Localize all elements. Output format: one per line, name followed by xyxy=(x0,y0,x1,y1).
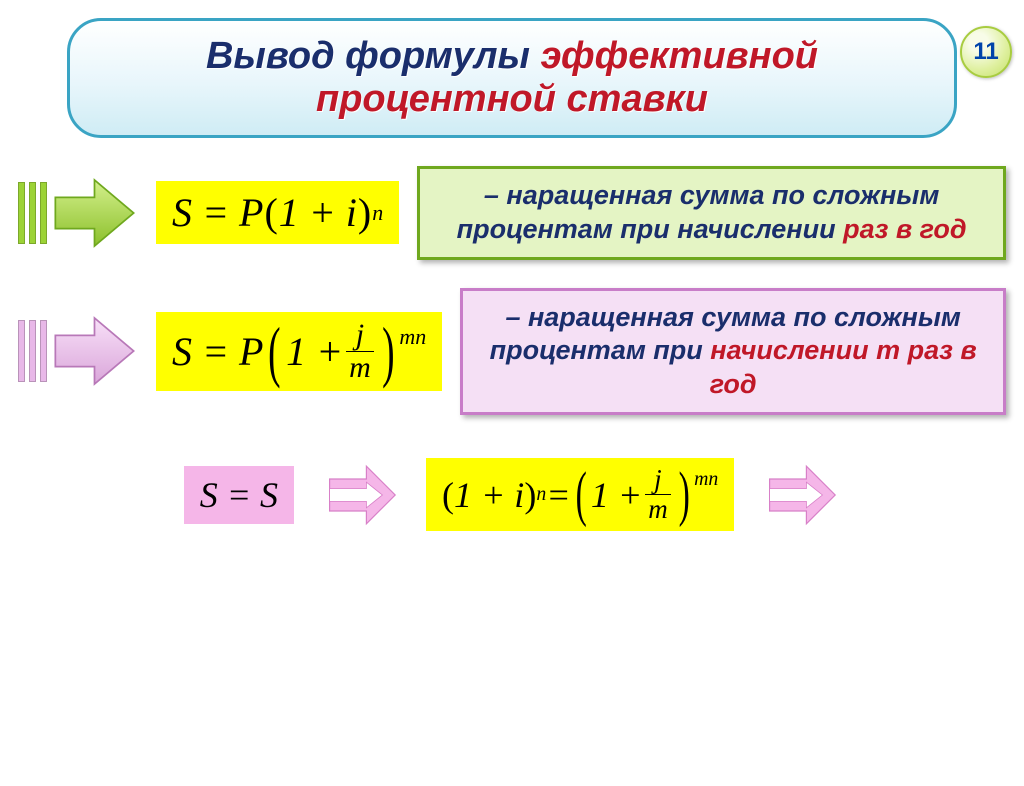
eq2-ropen: ( xyxy=(575,470,586,519)
f1-paren-close: ) xyxy=(358,189,371,236)
desc-m-times: – наращенная сумма по сложным процентам … xyxy=(460,288,1006,415)
eq-equivalence: ( 1 + i ) n = ( 1 + j m ) mn xyxy=(426,458,734,531)
f2-num: j xyxy=(353,320,367,351)
eq2-den: m xyxy=(645,494,671,523)
f2-lead: 1 + xyxy=(286,328,343,375)
f2-paren-close: ) xyxy=(382,324,394,378)
eq2-lexp: n xyxy=(536,483,546,506)
arrow-right-icon xyxy=(51,167,138,259)
row-m-times: S = P ( 1 + j m ) mn – наращенная сумма … xyxy=(0,288,1024,415)
eq2-linner: 1 + i xyxy=(454,474,524,516)
implies-icon xyxy=(760,455,840,535)
row-annual: S = P ( 1 + i ) n – наращенная сумма по … xyxy=(0,166,1024,260)
eq2-rexp: mn xyxy=(694,468,718,491)
eq2-num: j xyxy=(651,466,665,494)
eq-s-equals-s: S = S xyxy=(184,466,294,524)
arrow-green xyxy=(18,167,138,259)
eq2-eq: = xyxy=(546,474,570,516)
f2-den: m xyxy=(346,351,374,383)
f2-frac: j m xyxy=(346,320,374,383)
f2-lhs: S = P xyxy=(172,328,263,375)
f1-inner: 1 + i xyxy=(279,189,357,236)
arrow-right-icon xyxy=(51,305,138,397)
bars-green xyxy=(18,182,47,244)
formula-annual: S = P ( 1 + i ) n xyxy=(156,181,399,244)
eq2-lclose: ) xyxy=(524,474,536,516)
eq2-rlead: 1 + xyxy=(591,474,642,516)
eq2-rclose: ) xyxy=(678,470,689,519)
derivation-row: S = S ( 1 + i ) n = ( 1 + j m ) mn xyxy=(0,455,1024,535)
f2-paren-open: ( xyxy=(269,324,281,378)
f1-exp: n xyxy=(372,200,383,226)
desc1-em: раз в год xyxy=(843,214,967,244)
f2-exp: mn xyxy=(399,324,426,350)
f1-lhs: S = P xyxy=(172,189,263,236)
eq2-lopen: ( xyxy=(442,474,454,516)
title-part1: Вывод формулы xyxy=(206,35,541,77)
formula-m-times: S = P ( 1 + j m ) mn xyxy=(156,312,442,391)
page-number-badge: 11 xyxy=(960,26,1012,78)
desc2-em: начислении m раз в год xyxy=(710,335,977,399)
eq2-frac: j m xyxy=(645,466,671,523)
implies-icon xyxy=(320,455,400,535)
slide-title: Вывод формулы эффективной процентной ста… xyxy=(67,18,957,138)
arrow-pink xyxy=(18,305,138,397)
f1-paren-open: ( xyxy=(264,189,277,236)
desc-annual: – наращенная сумма по сложным процентам … xyxy=(417,166,1006,260)
bars-pink xyxy=(18,320,47,382)
